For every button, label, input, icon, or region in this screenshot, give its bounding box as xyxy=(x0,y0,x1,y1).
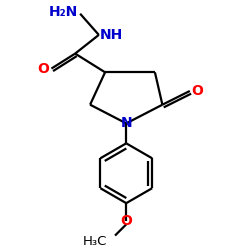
Text: H₃C: H₃C xyxy=(83,235,108,248)
Text: N: N xyxy=(120,116,132,130)
Text: O: O xyxy=(120,214,132,228)
Text: NH: NH xyxy=(100,28,123,42)
Text: O: O xyxy=(38,62,50,76)
Text: H₂N: H₂N xyxy=(48,6,78,20)
Text: O: O xyxy=(191,84,203,98)
